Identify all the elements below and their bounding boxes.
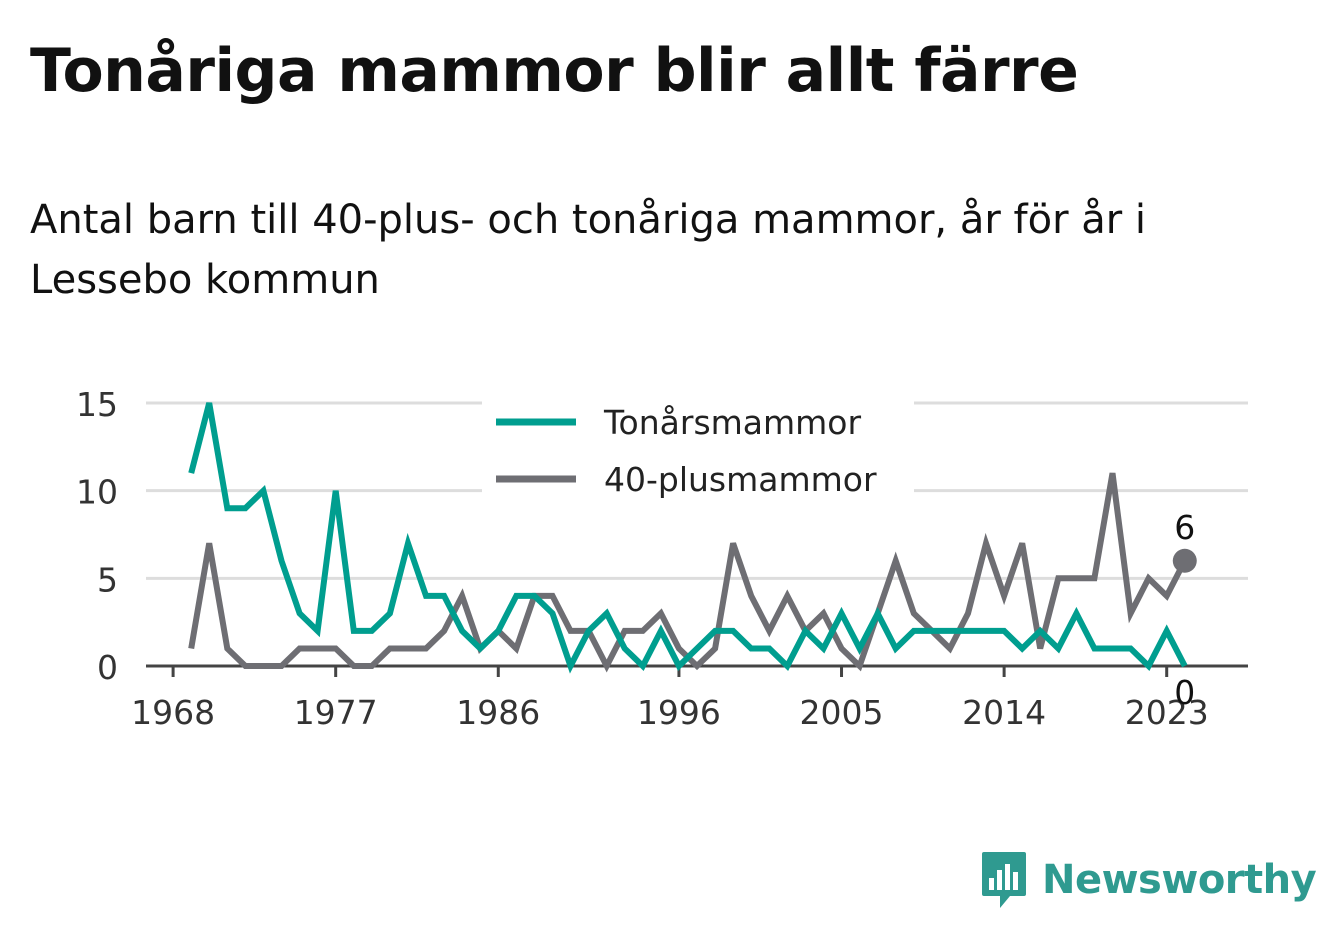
end-point-marker [1172,548,1197,573]
y-tick-label: 0 [97,648,118,687]
series-lines [188,402,1188,674]
x-tick-label: 1996 [637,693,721,732]
legend: Tonårsmammor 40-plusmammor [482,400,914,522]
end-label-tonars: 0 [1174,673,1195,712]
x-tick-label: 2005 [800,693,884,732]
y-tick-label: 10 [76,473,118,512]
x-tick-label: 2023 [1125,693,1209,732]
legend-label: 40-plusmammor [604,460,877,499]
newsworthy-brand: Newsworthy [980,850,1317,910]
x-tick-label: 1977 [294,693,378,732]
y-tick-label: 5 [97,560,118,599]
x-tick-label: 2014 [962,693,1046,732]
end-label-40-plus: 6 [1174,508,1195,547]
newsworthy-logo-icon [982,852,1026,908]
chart-title: Tonåriga mammor blir allt färre [30,36,1079,106]
x-tick-label: 1968 [131,693,215,732]
line-chart: 0 5 10 15 1968 1977 1986 1996 2005 2014 2023 Tonår… [76,385,1248,732]
chart-subtitle: Antal barn till 40-plus- och tonåriga ma… [30,197,1147,303]
series-line-tonarsmammor [188,402,1188,674]
brand-name: Newsworthy [1042,857,1317,903]
x-tick-label: 1986 [456,693,540,732]
legend-label: Tonårsmammor [603,403,861,442]
y-tick-label: 15 [76,385,118,424]
end-labels: 60 [1172,508,1197,712]
